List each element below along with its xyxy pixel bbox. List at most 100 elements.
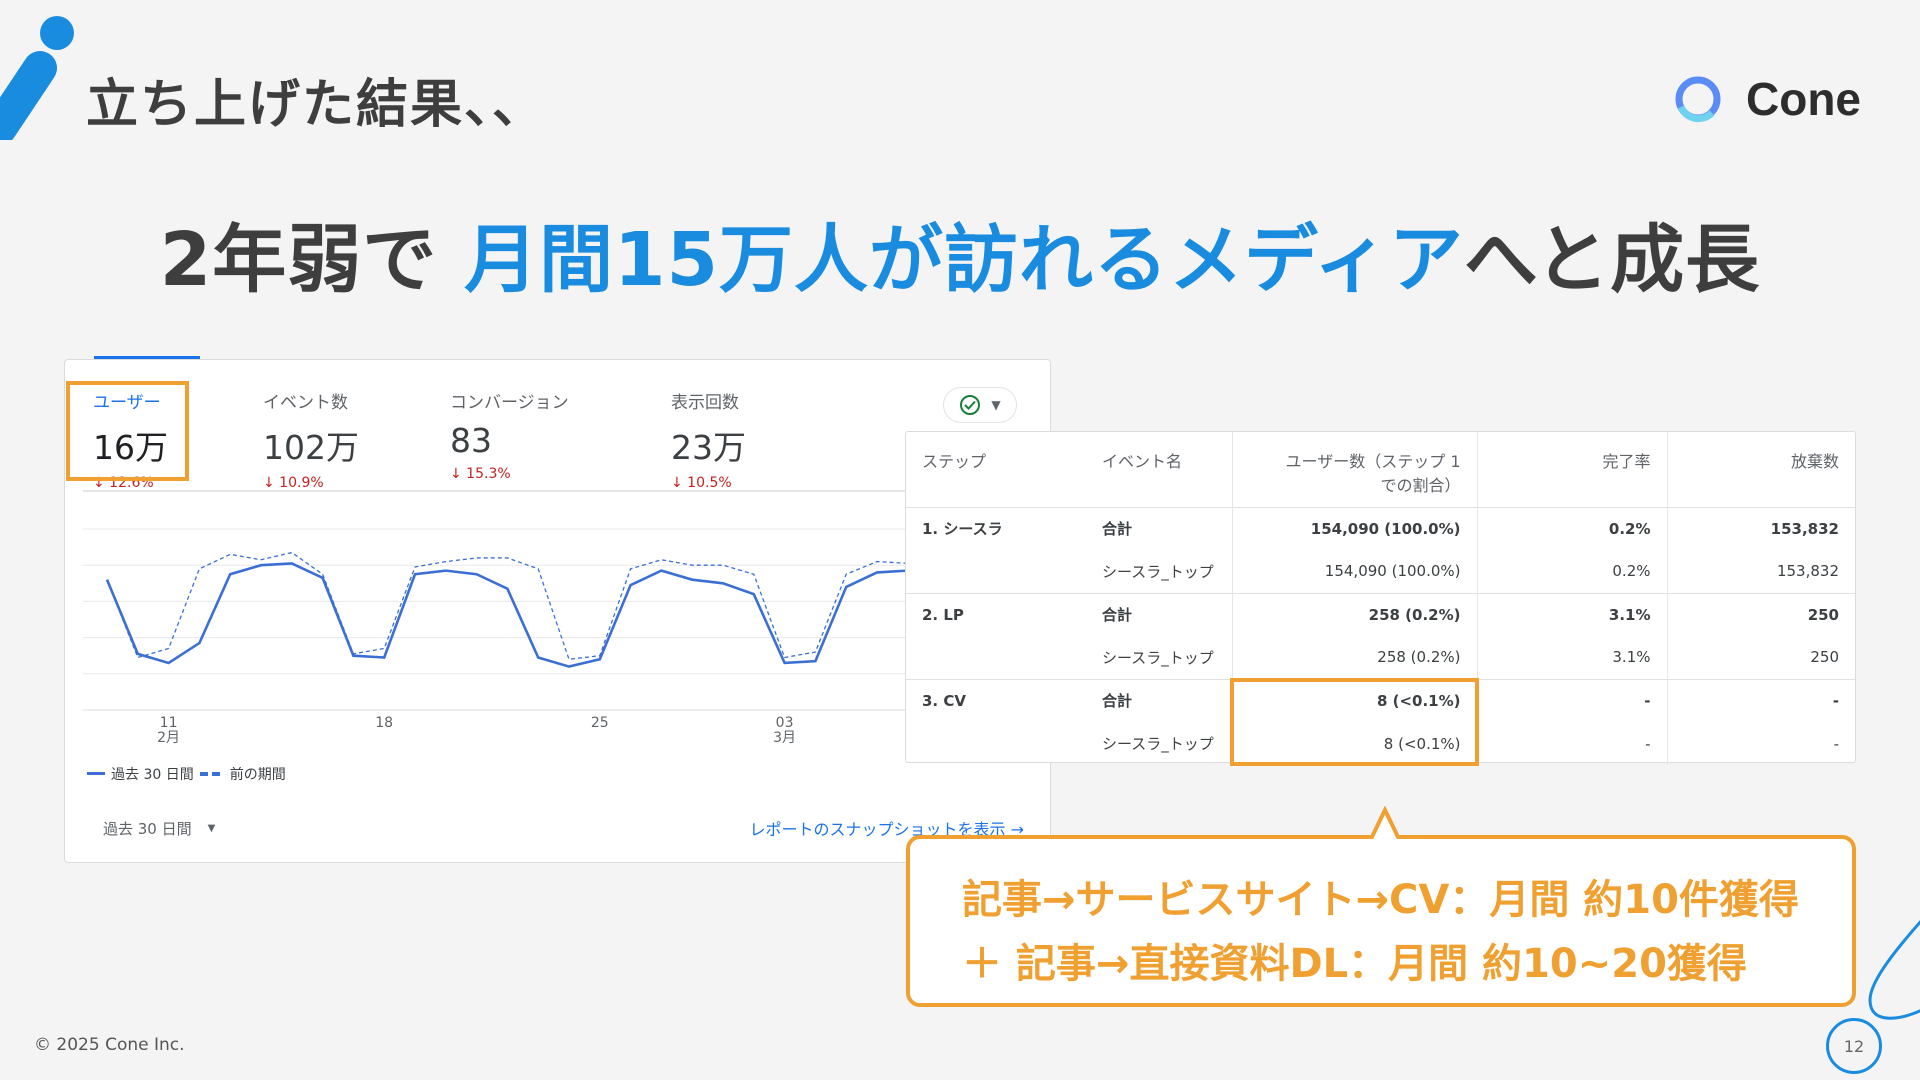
highlight-box-cv xyxy=(1230,678,1479,766)
cell-users: 8 (<0.1%) xyxy=(1231,678,1477,722)
logo-text: Cone xyxy=(1746,73,1861,125)
cell-event: 合計 xyxy=(1086,592,1232,636)
metric-value: 83 xyxy=(450,421,492,460)
cell-step: 3. CV xyxy=(906,678,1086,722)
cell-abandon: - xyxy=(1666,678,1855,722)
cell-abandon: 250 xyxy=(1666,636,1855,679)
cell-rate: - xyxy=(1476,678,1667,722)
header-rate: 完了率 xyxy=(1476,432,1667,507)
cell-event: 合計 xyxy=(1086,506,1232,550)
table-row: シースラ_トップ 154,090 (100.0%) 0.2% 153,832 xyxy=(906,550,1855,593)
header-abandon: 放棄数 xyxy=(1666,432,1855,507)
callout-pointer xyxy=(1370,806,1400,839)
series-line-previous xyxy=(106,551,939,661)
table-header-row: ステップ イベント名 ユーザー数（ステップ 1 での割合） 完了率 放棄数 xyxy=(906,432,1855,507)
metric-change: ↓ 10.9% xyxy=(263,475,324,491)
cell-step xyxy=(906,722,1086,765)
metric-users[interactable]: ユーザー 16万 ↓ 12.6% xyxy=(93,388,168,491)
metric-label: イベント数 xyxy=(263,393,348,413)
tick-month: 2月 xyxy=(157,730,181,746)
cell-users: 8 (<0.1%) xyxy=(1231,722,1477,765)
headline: 2年弱で 月間15万人が訪れるメディアへと成長 xyxy=(0,200,1920,307)
metric-change: ↓ 15.3% xyxy=(450,466,511,482)
slide-title: 立ち上げた結果、、 xyxy=(86,75,547,135)
legend-current: 過去 30 日間 xyxy=(111,767,194,783)
cell-event: シースラ_トップ xyxy=(1102,648,1214,667)
series-line-current xyxy=(105,562,939,668)
callout-line-1: 記事→サービスサイト→CV：月間 約10件獲得 xyxy=(962,877,1799,923)
divider xyxy=(83,490,1033,492)
table-row: 3. CV 合計 8 (<0.1%) - - xyxy=(906,678,1855,722)
table-row: シースラ_トップ 258 (0.2%) 3.1% 250 xyxy=(906,636,1855,679)
metric-conversions[interactable]: コンバージョン 83 ↓ 15.3% xyxy=(450,388,569,482)
decor-shape xyxy=(0,16,74,140)
tick-month: 3月 xyxy=(773,730,797,746)
funnel-table: ステップ イベント名 ユーザー数（ステップ 1 での割合） 完了率 放棄数 1.… xyxy=(905,431,1856,765)
cell-step: 2. LP xyxy=(906,592,1086,636)
metric-change: ↓ 10.5% xyxy=(671,475,732,491)
cell-abandon: 153,832 xyxy=(1666,506,1855,550)
headline-pre: 2年弱で xyxy=(159,217,465,303)
status-dropdown-button[interactable]: ▼ xyxy=(943,387,1017,423)
highlight-box-users xyxy=(66,381,189,481)
legend-previous: 前の期間 xyxy=(229,767,286,783)
analytics-card: ユーザー 16万 ↓ 12.6% イベント数 102万 ↓ 10.9% コンバージョン 8… xyxy=(64,359,1051,863)
period-select[interactable]: 過去 30 日間 ▼ xyxy=(103,818,215,839)
decor-curve xyxy=(1868,920,1920,1020)
cell-abandon: - xyxy=(1666,722,1855,765)
cell-event: シースラ_トップ xyxy=(1102,562,1214,581)
metric-label: ユーザー xyxy=(93,393,161,413)
cell-users: 258 (0.2%) xyxy=(1231,636,1477,679)
table-row: 1. シースラ 合計 154,090 (100.0%) 0.2% 153,832 xyxy=(906,506,1855,550)
cell-rate: 0.2% xyxy=(1476,550,1667,593)
x-tick-label: 18 xyxy=(364,716,404,731)
legend-dashed-swatch xyxy=(199,772,220,776)
cell-users: 258 (0.2%) xyxy=(1231,592,1477,636)
table-row: 2. LP 合計 258 (0.2%) 3.1% 250 xyxy=(906,592,1855,636)
cell-users: 154,090 (100.0%) xyxy=(1231,506,1477,550)
headline-highlight: 月間15万人が訪れるメディア xyxy=(464,217,1464,303)
cone-logo: Cone xyxy=(1672,72,1861,126)
callout-box: 記事→サービスサイト→CV：月間 約10件獲得 ＋ 記事→直接資料DL：月間 約… xyxy=(906,835,1856,1007)
cell-event: 合計 xyxy=(1086,678,1232,722)
cell-rate: - xyxy=(1476,722,1667,765)
cell-abandon: 153,832 xyxy=(1666,550,1855,593)
x-tick-label: 03 3月 xyxy=(765,716,805,746)
metric-label: 表示回数 xyxy=(671,393,739,413)
snapshot-link-text: レポートのスナップショットを表示 xyxy=(749,820,1006,839)
metric-value: 16万 xyxy=(93,428,168,467)
arrow-right-icon: → xyxy=(1010,820,1024,839)
x-tick-label: 11 2月 xyxy=(149,716,189,746)
caret-down-icon: ▼ xyxy=(991,398,1001,412)
line-chart xyxy=(83,528,1035,711)
cell-users: 154,090 (100.0%) xyxy=(1231,550,1477,593)
metric-impressions[interactable]: 表示回数 23万 ↓ 10.5% xyxy=(671,388,746,491)
tick-day: 18 xyxy=(375,715,394,731)
check-circle-icon xyxy=(960,395,981,415)
tick-day: 11 xyxy=(159,715,178,731)
header-event: イベント名 xyxy=(1102,452,1183,471)
cell-rate: 3.1% xyxy=(1476,592,1667,636)
cell-step xyxy=(906,636,1086,679)
callout-line-2: ＋ 記事→直接資料DL：月間 約10~20獲得 xyxy=(962,941,1747,987)
snapshot-link[interactable]: レポートのスナップショットを表示 → xyxy=(749,816,1024,840)
header-users: ユーザー数（ステップ 1 での割合） xyxy=(1231,432,1477,507)
cell-rate: 3.1% xyxy=(1476,636,1667,679)
caret-down-icon: ▼ xyxy=(207,823,216,834)
cone-logo-icon xyxy=(1675,76,1721,123)
metric-events[interactable]: イベント数 102万 ↓ 10.9% xyxy=(263,388,359,491)
legend-solid-swatch xyxy=(87,772,105,775)
metric-value: 102万 xyxy=(263,428,359,467)
tick-day: 25 xyxy=(590,715,609,731)
metric-label: コンバージョン xyxy=(450,393,569,413)
copyright: © 2025 Cone Inc. xyxy=(34,1035,185,1055)
table-row: シースラ_トップ 8 (<0.1%) - - xyxy=(906,722,1855,765)
cell-event: シースラ_トップ xyxy=(1102,735,1214,753)
cell-rate: 0.2% xyxy=(1476,506,1667,550)
headline-post: へと成長 xyxy=(1463,217,1761,303)
cell-step: 1. シースラ xyxy=(906,506,1086,550)
metric-value: 23万 xyxy=(671,428,746,467)
tick-day: 03 xyxy=(775,715,794,731)
period-select-value: 過去 30 日間 xyxy=(103,820,192,838)
cell-step xyxy=(906,550,1086,593)
